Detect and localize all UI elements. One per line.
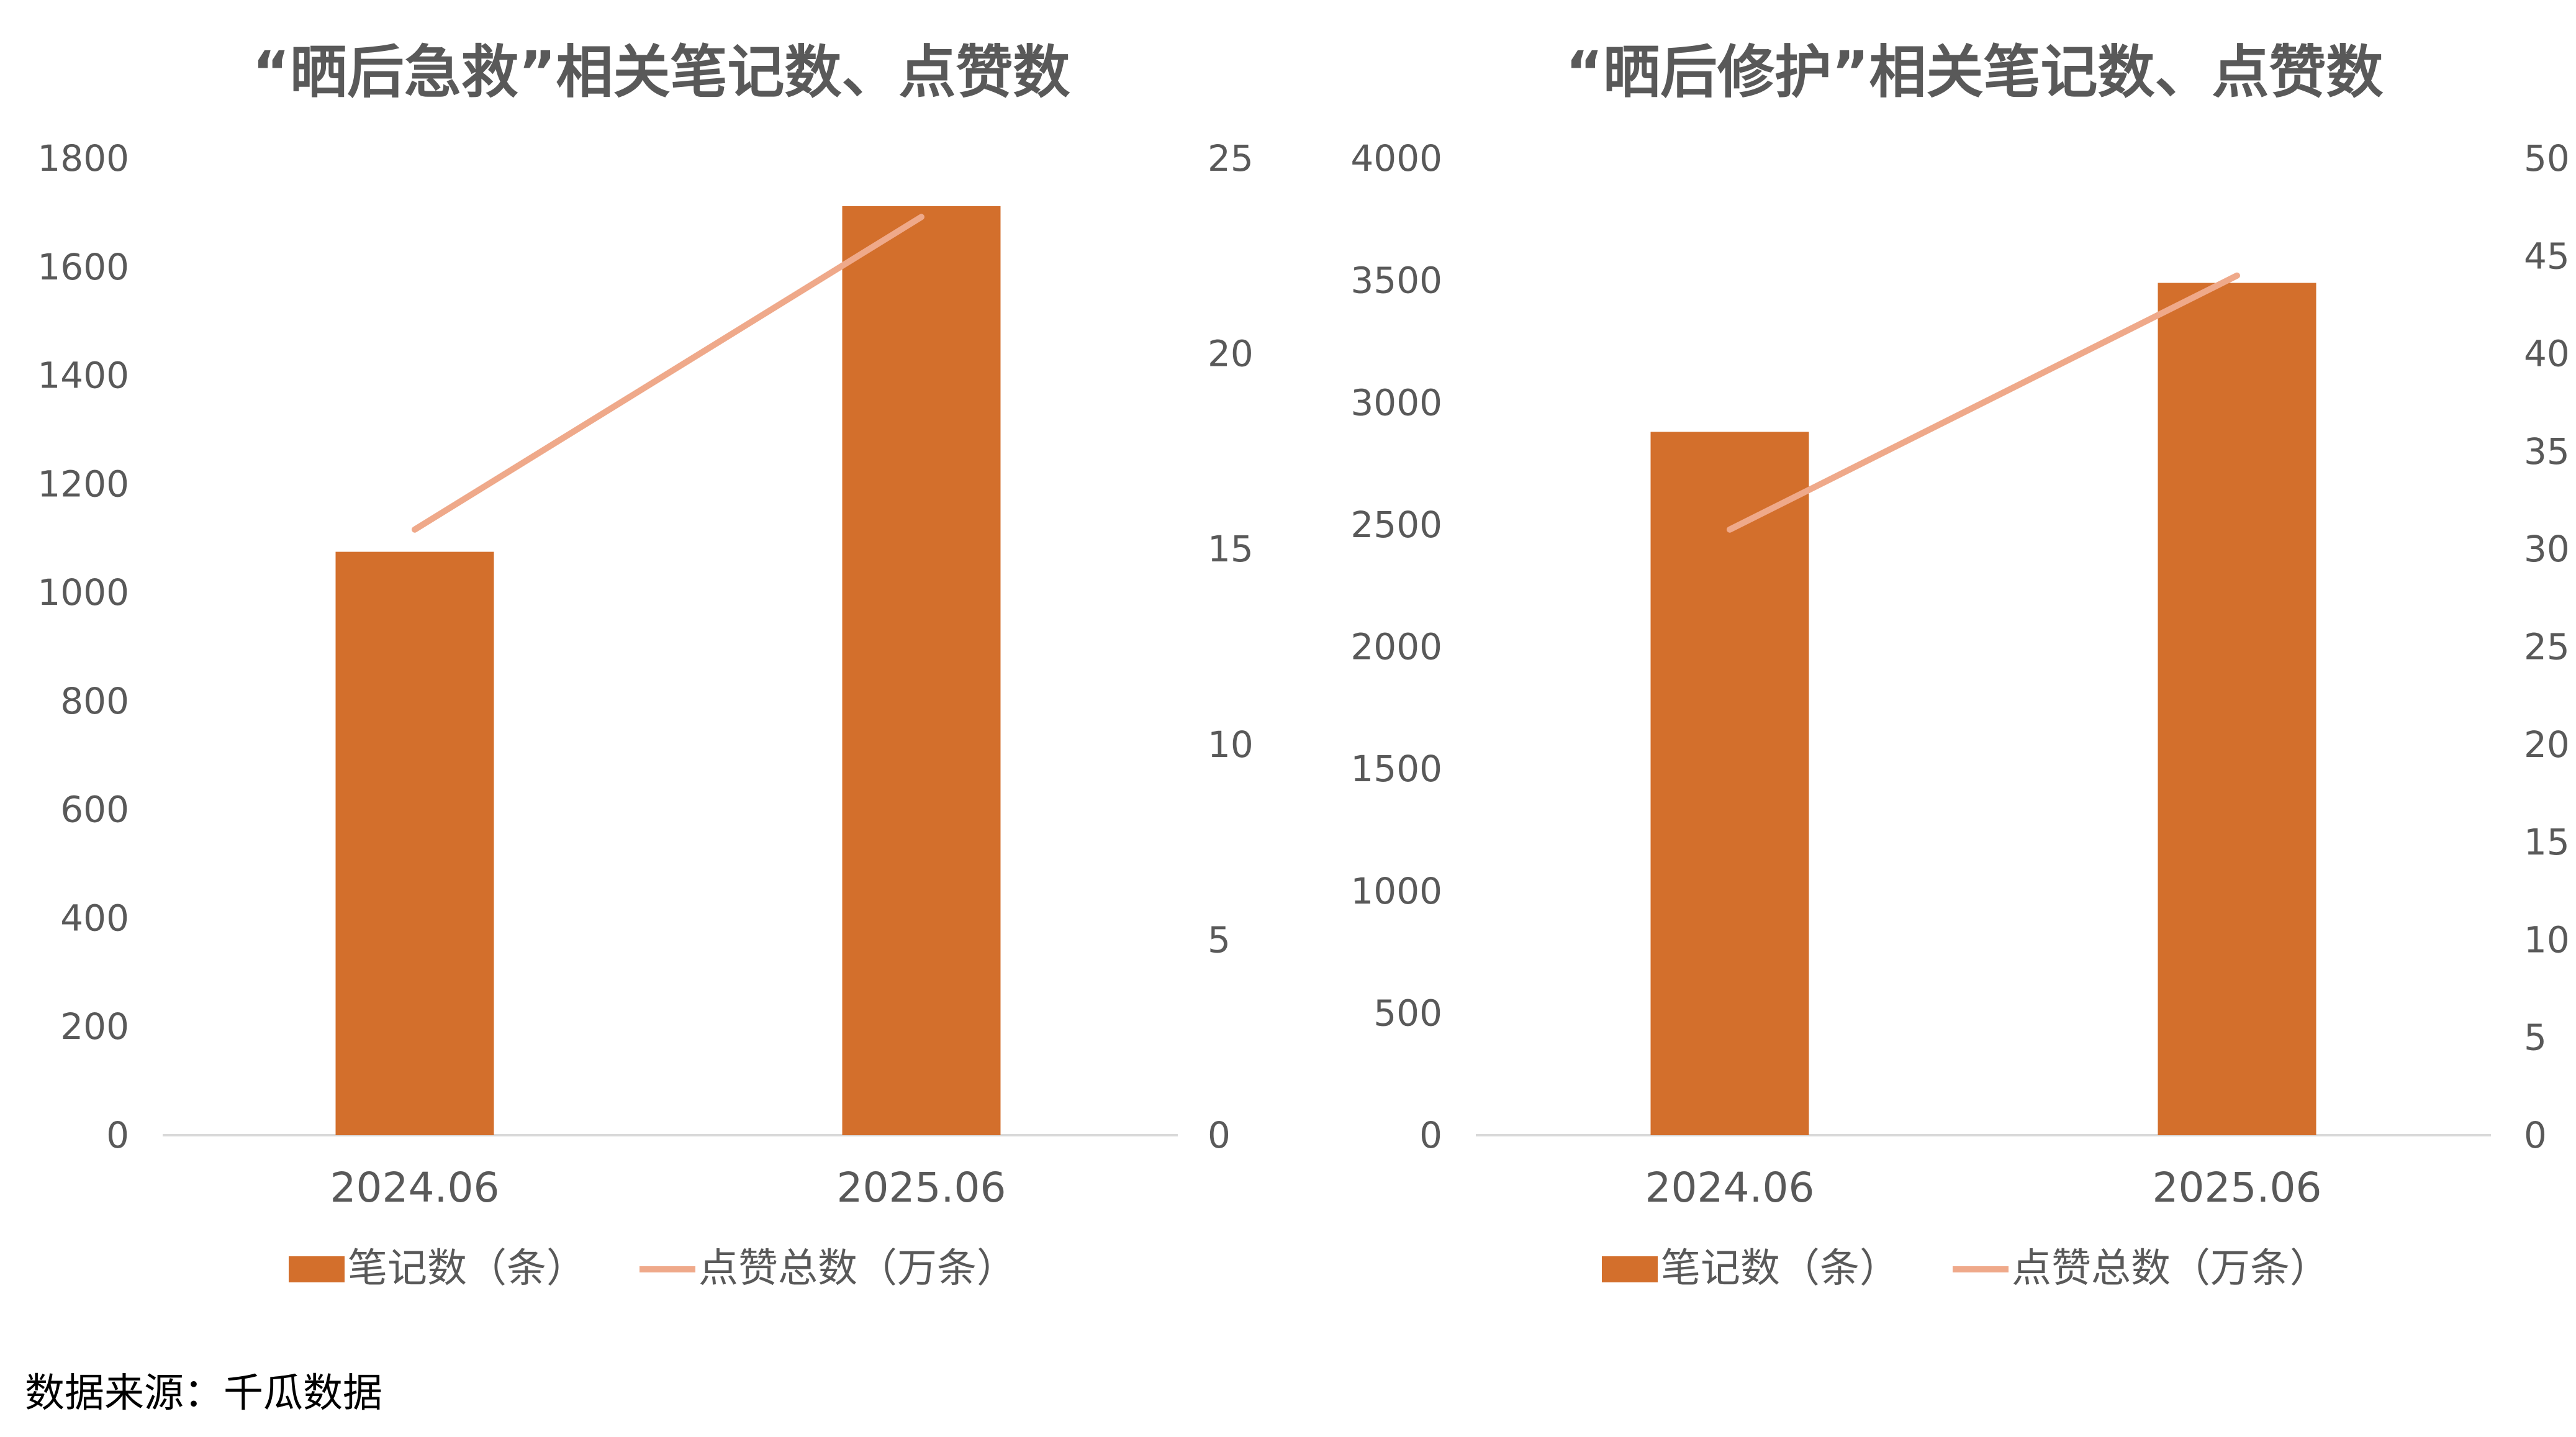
x-axis-category-label: 2025.06 bbox=[2153, 1164, 2322, 1212]
x-axis-category-label: 2025.06 bbox=[837, 1164, 1006, 1212]
right-axis-tick-label: 15 bbox=[1208, 528, 1254, 570]
left-axis-tick-label: 1500 bbox=[1350, 748, 1442, 790]
line-series bbox=[412, 214, 924, 533]
legend-bar-swatch bbox=[1602, 1256, 1658, 1282]
right-axis-tick-label: 20 bbox=[2524, 723, 2570, 766]
left-axis-tick-label: 4000 bbox=[1350, 137, 1442, 179]
legend: 笔记数（条） 点赞总数（万条） bbox=[289, 1246, 1016, 1292]
left-axis-tick-label: 1800 bbox=[37, 137, 129, 179]
chart-title: “晒后急救”相关笔记数、点赞数 bbox=[253, 39, 1070, 106]
right-axis-tick-label: 25 bbox=[1208, 137, 1254, 179]
source-note: 数据来源：千瓜数据 bbox=[25, 1371, 382, 1417]
left-axis-tick-label: 0 bbox=[106, 1114, 129, 1156]
legend-line-label: 点赞总数（万条） bbox=[698, 1246, 1016, 1292]
left-axis-tick-label: 1200 bbox=[37, 463, 129, 505]
chart-panel-2: “晒后修护”相关笔记数、点赞数0500100015002000250030003… bbox=[1350, 39, 2569, 1292]
right-axis-tick-label: 20 bbox=[1208, 333, 1254, 375]
x-axis-category-label: 2024.06 bbox=[1645, 1164, 1815, 1212]
left-axis-tick-label: 200 bbox=[60, 1005, 129, 1048]
right-axis-tick-label: 30 bbox=[2524, 528, 2570, 570]
right-axis-tick-label: 0 bbox=[1208, 1114, 1231, 1156]
left-axis-tick-label: 3500 bbox=[1350, 260, 1442, 302]
legend-bar-label: 笔记数（条） bbox=[1661, 1246, 1899, 1292]
right-axis-tick-label: 10 bbox=[1208, 723, 1254, 766]
left-axis-tick-label: 1000 bbox=[1350, 870, 1442, 912]
right-axis-tick-label: 0 bbox=[2524, 1114, 2547, 1156]
legend-bar-label: 笔记数（条） bbox=[348, 1246, 586, 1292]
legend-line-label: 点赞总数（万条） bbox=[2012, 1246, 2330, 1292]
x-axis-category-label: 2024.06 bbox=[330, 1164, 500, 1212]
legend: 笔记数（条） 点赞总数（万条） bbox=[1602, 1246, 2330, 1292]
right-axis-tick-label: 50 bbox=[2524, 137, 2570, 179]
left-axis-tick-label: 400 bbox=[60, 897, 129, 939]
right-axis-tick-label: 45 bbox=[2524, 235, 2570, 277]
left-axis-tick-label: 3000 bbox=[1350, 381, 1442, 424]
bar-2025.06 bbox=[842, 206, 1001, 1135]
right-axis-tick-label: 5 bbox=[2524, 1017, 2547, 1059]
chart-panel-1: “晒后急救”相关笔记数、点赞数0200400600800100012001400… bbox=[37, 39, 1253, 1292]
bar-2024.06 bbox=[335, 551, 494, 1135]
bar-2024.06 bbox=[1650, 432, 1809, 1136]
left-axis-tick-label: 1400 bbox=[37, 355, 129, 397]
left-axis-tick-label: 600 bbox=[60, 789, 129, 831]
left-axis-tick-label: 800 bbox=[60, 680, 129, 722]
legend-bar-swatch bbox=[289, 1256, 345, 1282]
left-axis-tick-label: 1600 bbox=[37, 246, 129, 288]
line-series bbox=[1727, 272, 2240, 533]
right-axis-tick-label: 40 bbox=[2524, 333, 2570, 375]
left-axis-tick-label: 1000 bbox=[37, 571, 129, 614]
left-axis-tick-label: 2500 bbox=[1350, 504, 1442, 546]
right-axis-tick-label: 35 bbox=[2524, 430, 2570, 473]
right-axis-tick-label: 15 bbox=[2524, 821, 2570, 863]
bar-2025.06 bbox=[2158, 283, 2316, 1135]
right-axis-tick-label: 10 bbox=[2524, 918, 2570, 961]
right-axis-tick-label: 25 bbox=[2524, 626, 2570, 668]
left-axis-tick-label: 0 bbox=[1419, 1114, 1442, 1156]
chart-title: “晒后修护”相关笔记数、点赞数 bbox=[1566, 39, 2384, 106]
right-axis-tick-label: 5 bbox=[1208, 918, 1231, 961]
left-axis-tick-label: 500 bbox=[1373, 992, 1442, 1034]
left-axis-tick-label: 2000 bbox=[1350, 626, 1442, 668]
